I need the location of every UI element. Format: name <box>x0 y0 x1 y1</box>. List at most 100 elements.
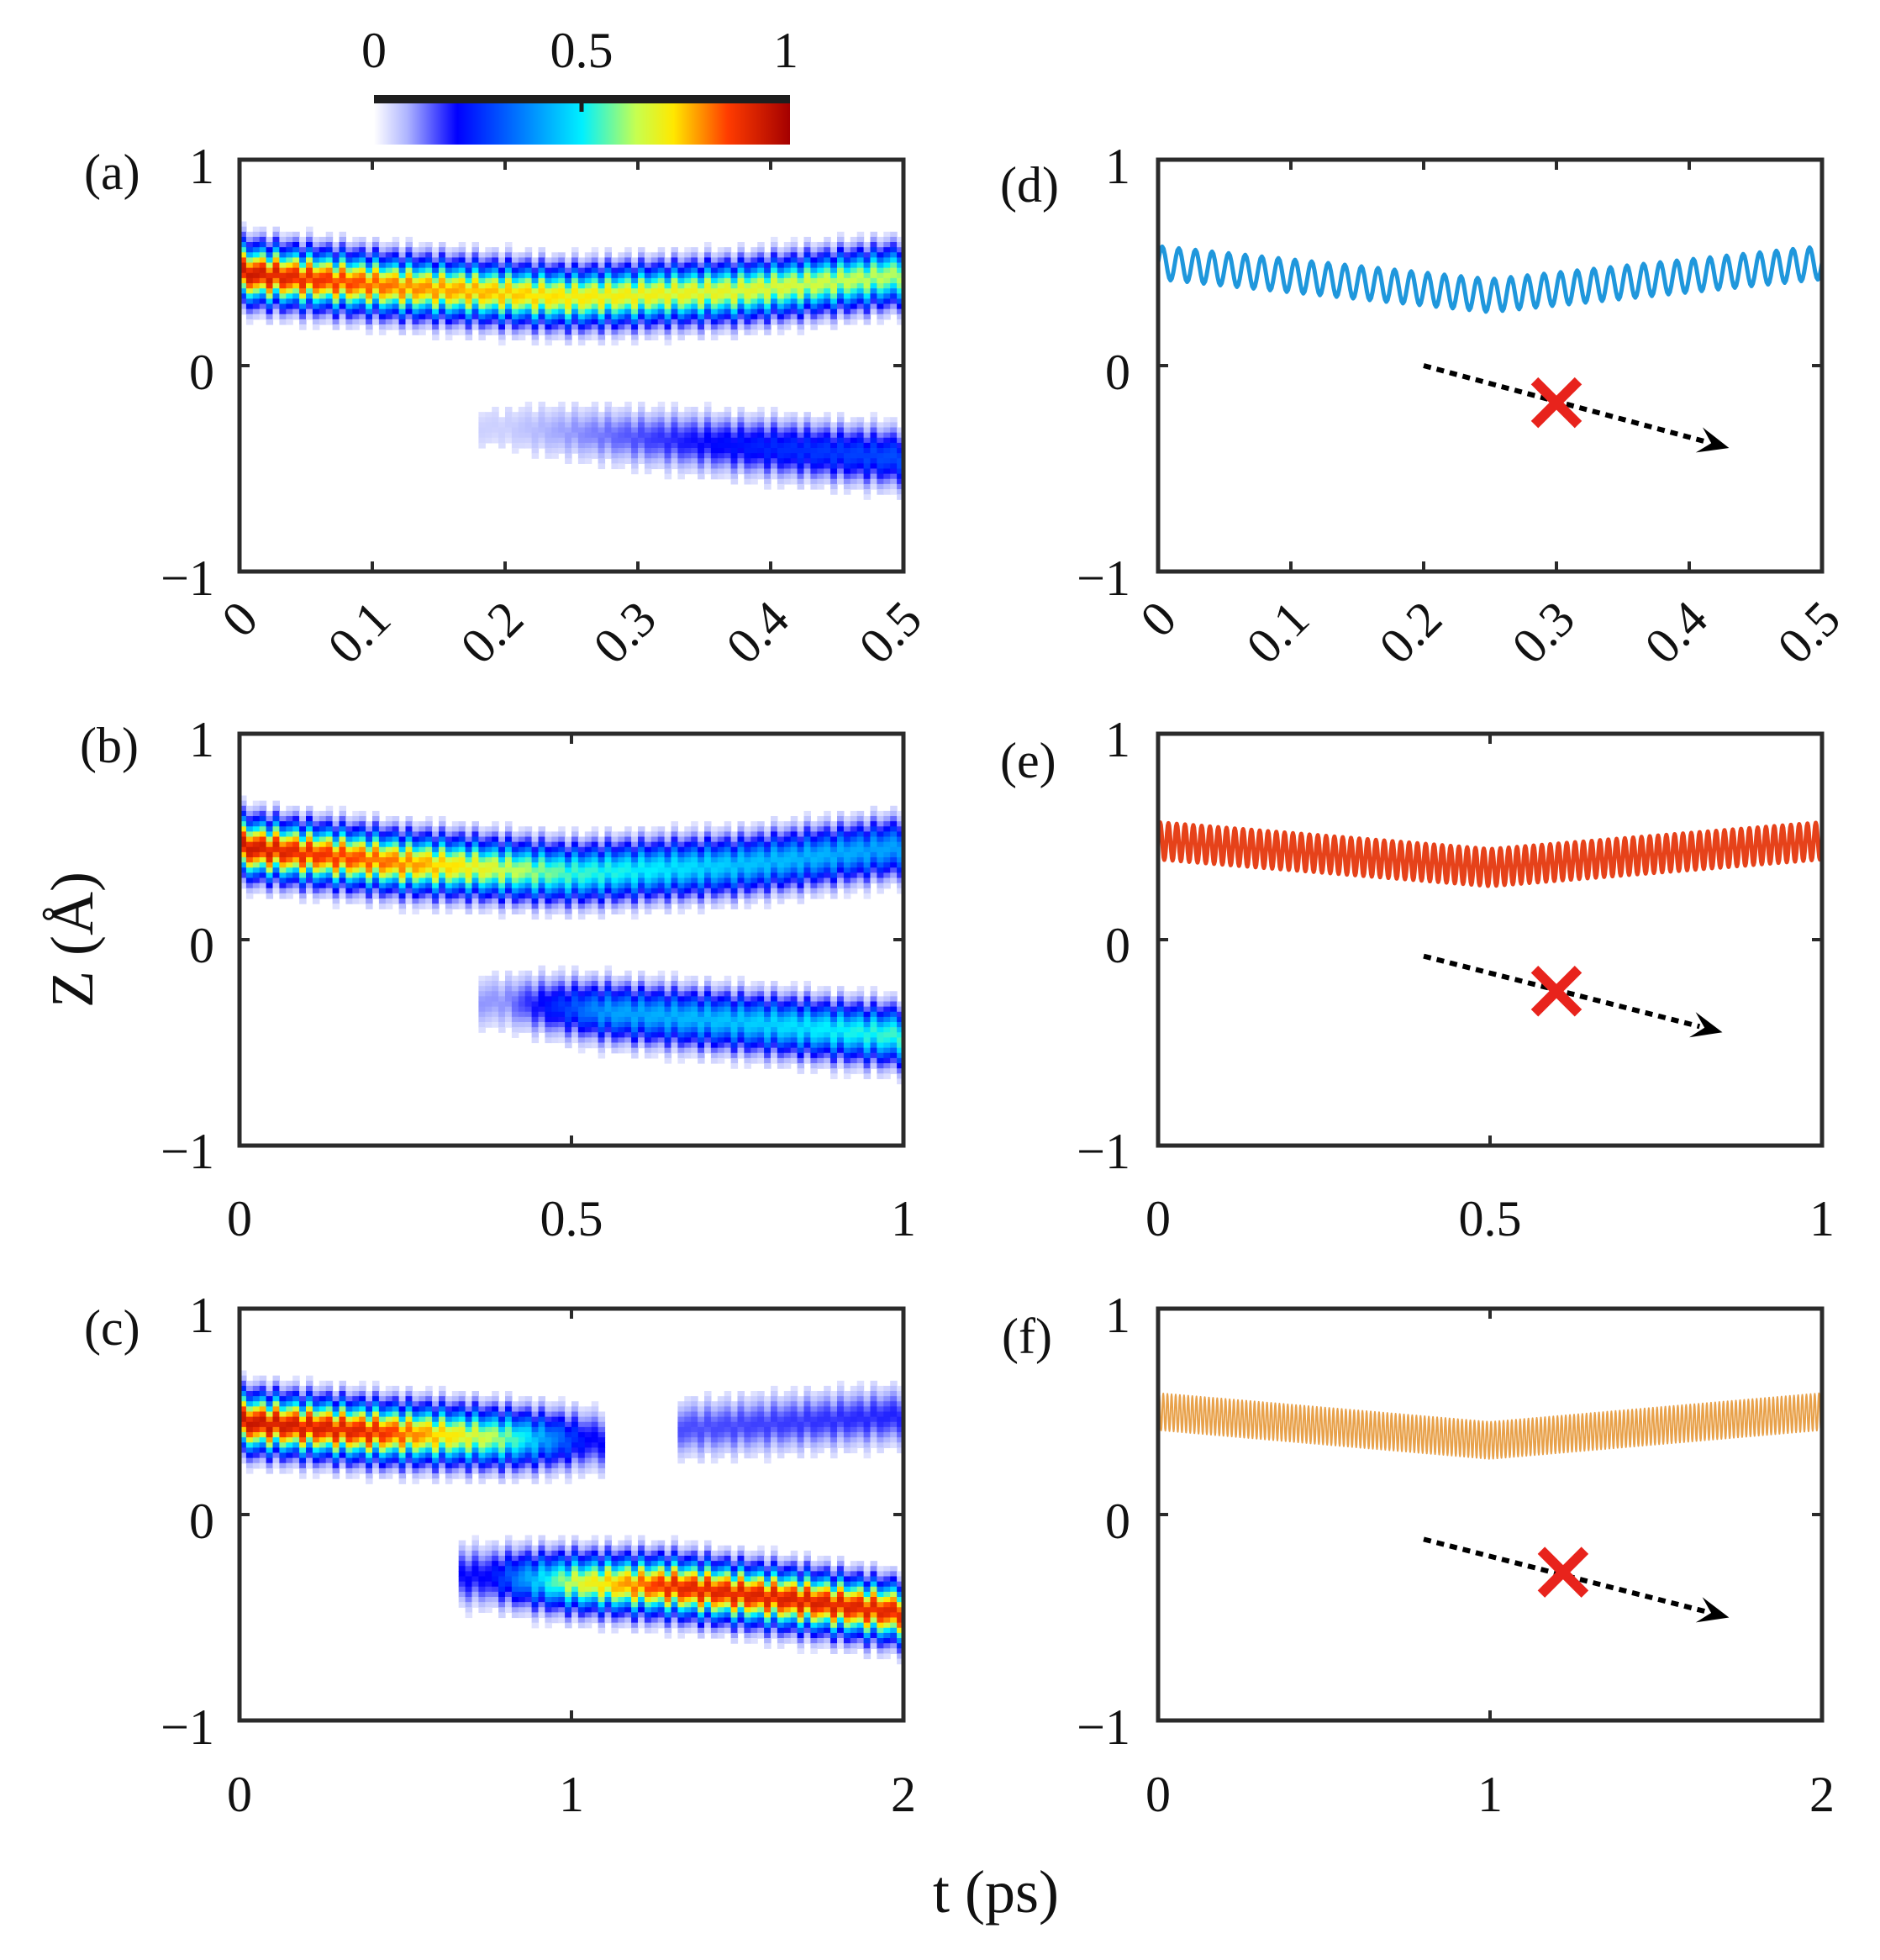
panel-a-heat-cell <box>837 448 845 454</box>
panel-b-heat-cell <box>657 841 666 848</box>
panel-a-heat-cell <box>545 340 552 346</box>
panel-b-heat-cell <box>684 1032 692 1038</box>
panel-b-heat-cell <box>757 986 765 992</box>
panel-b-heat-cell <box>624 1047 632 1054</box>
panel-b-heat-cell <box>717 1032 725 1038</box>
panel-b-heat-cell <box>485 888 492 894</box>
panel-a-heat-cell <box>398 277 407 284</box>
panel-b-heat-cell <box>704 836 712 843</box>
panel-a-heat-cell <box>650 319 659 325</box>
panel-a-heat-cell <box>863 483 872 490</box>
panel-b-heat-cell <box>299 810 307 817</box>
panel-b-heat-cell <box>684 1027 692 1033</box>
panel-a-heat-cell <box>492 257 499 264</box>
panel-a-heat-cell <box>744 298 751 305</box>
panel-b-heat-cell <box>524 1022 533 1028</box>
panel-b-heat-cell <box>624 1037 632 1044</box>
panel-a-heat-cell <box>398 288 407 294</box>
panel-b-heat-cell <box>366 883 373 889</box>
panel-b-heat-cell <box>359 851 366 858</box>
panel-b-heat-cell <box>505 857 513 863</box>
panel-b-heat-cell <box>618 877 625 884</box>
panel-a-heat-cell <box>378 252 387 258</box>
panel-a-heat-cell <box>877 427 884 434</box>
panel-a-heat-cell <box>425 283 433 289</box>
panel-b-heat-cell <box>439 846 446 853</box>
panel-a-heat-cell <box>650 335 659 340</box>
panel-b-heat-cell <box>624 975 632 982</box>
panel-b-heat-cell <box>677 867 685 873</box>
panel-b-heat-cell <box>698 986 705 992</box>
panel-b-heat-cell <box>345 862 353 868</box>
panel-b-heat-cell <box>717 888 725 894</box>
panel-b-heat-cell <box>650 862 659 868</box>
panel-b-heat-cell <box>797 1006 805 1013</box>
panel-a-heat-cell <box>744 262 751 269</box>
panel-b-heat-cell <box>584 1011 592 1018</box>
panel-a-heat-cell <box>292 247 300 253</box>
panel-a-heat-cell <box>538 283 545 289</box>
panel-b-heat-cell <box>518 851 526 858</box>
panel-a-heat-cell <box>897 489 904 495</box>
panel-b-heat-cell <box>584 888 592 894</box>
panel-a-heat-cell <box>366 298 373 305</box>
panel-b-heat-cell <box>717 986 725 992</box>
panel-a-heat-cell <box>584 313 592 320</box>
panel-b-heat-cell <box>671 851 678 858</box>
panel-b-heat-cell <box>419 841 426 848</box>
panel-b-heat-cell <box>704 821 712 827</box>
panel-b-heat-cell <box>598 862 606 868</box>
panel-a-heat-cell <box>824 463 831 470</box>
panel-a-heat-cell <box>750 319 758 325</box>
panel-b-heat-cell <box>850 810 858 817</box>
panel-b-heat-cell <box>584 1027 592 1033</box>
panel-b-heat-cell <box>698 1037 705 1044</box>
panel-b-heat-cell <box>558 851 566 858</box>
panel-b-heat-cell <box>565 1001 572 1008</box>
panel-b-heat-cell <box>385 831 393 838</box>
panel-a-heat-cell <box>445 267 453 274</box>
panel-a-heat-cell <box>245 313 254 320</box>
panel-a-heat-cell <box>790 288 798 294</box>
panel-a-heat-cell <box>757 303 765 310</box>
panel-b-heat-cell <box>777 831 785 838</box>
panel-a-heat-cell <box>704 262 712 269</box>
panel-a-heat-cell <box>877 257 884 264</box>
panel-a-heat-cell <box>890 468 898 475</box>
panel-a-heat-cell <box>657 313 666 320</box>
panel-b-heat-cell <box>445 904 453 909</box>
panel-a-heat-cell <box>485 283 492 289</box>
panel-a-heat-cell <box>611 267 619 274</box>
panel-a-heat-cell <box>830 288 838 294</box>
panel-a-heat-cell <box>724 308 732 315</box>
panel-a-heat-cell <box>664 313 672 320</box>
panel-a-heat-cell <box>611 257 619 264</box>
panel-a-heat-cell <box>764 422 771 429</box>
panel-b-heat-cell <box>624 898 632 904</box>
panel-b-heat-cell <box>538 831 545 838</box>
panel-a-heat-cell <box>538 401 545 408</box>
panel-a-heat-cell <box>485 247 492 253</box>
panel-a-heat-cell <box>279 252 287 258</box>
panel-a-heat-cell <box>856 262 865 269</box>
panel-a-heat-cell <box>419 313 426 320</box>
panel-b-heat-cell <box>419 826 426 832</box>
panel-b-heat-cell <box>458 836 466 843</box>
panel-a-heat-cell <box>644 252 652 258</box>
panel-a-heat-cell <box>419 324 426 330</box>
panel-a-heat-cell <box>777 422 785 429</box>
panel-b-heat-cell <box>378 851 387 858</box>
panel-a-heat-cell <box>551 329 559 335</box>
panel-b-heat-cell <box>764 862 771 868</box>
panel-b-heat-cell <box>538 893 545 899</box>
panel-b-heat-cell <box>638 867 645 873</box>
panel-a-heat-cell <box>259 293 267 299</box>
panel-a-heat-cell <box>398 262 407 269</box>
panel-b-heat-cell <box>591 883 599 889</box>
panel-a-heat-cell <box>485 308 492 315</box>
panel-b-heat-cell <box>591 1006 599 1013</box>
panel-b-heat-cell <box>830 1011 838 1018</box>
panel-b-heat-cell <box>730 1016 739 1023</box>
panel-b-heat-cell <box>783 893 792 899</box>
panel-b-heat-cell <box>312 883 320 889</box>
